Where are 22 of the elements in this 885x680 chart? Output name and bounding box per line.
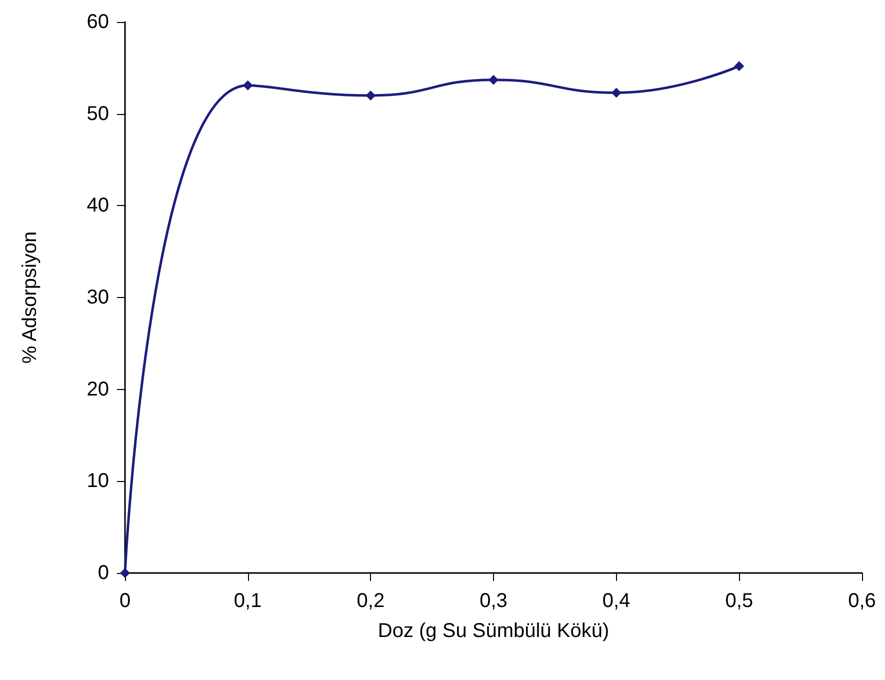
y-tick-label: 50	[86, 102, 109, 125]
point	[120, 568, 130, 578]
x-tick-label: 0,2	[356, 590, 385, 612]
y-tick-label: 10	[86, 470, 109, 492]
point	[488, 74, 498, 85]
x-tick-label: 0,3	[480, 590, 508, 612]
x-tick-label: 0,5	[725, 590, 754, 612]
point	[734, 61, 744, 72]
y-tick-label: 30	[86, 286, 109, 308]
x-tick-label: 0	[119, 590, 131, 612]
x-tick-label: 0,4	[602, 590, 630, 612]
x-tick-label: 0,6	[848, 590, 876, 612]
y-tick-label: 0	[98, 562, 109, 584]
y-tick-label: 60	[86, 11, 109, 33]
x-tick-label: 0,1	[234, 590, 262, 612]
point	[242, 80, 253, 90]
y-tick-label: 20	[86, 378, 109, 400]
y-tick-label: 40	[86, 194, 109, 217]
point	[366, 90, 376, 100]
point	[611, 88, 622, 98]
y-axis-title: % Adsorpsiyon	[19, 231, 41, 364]
x-axis-title: Doz (g Su Sümbülü Kökü)	[378, 620, 610, 642]
